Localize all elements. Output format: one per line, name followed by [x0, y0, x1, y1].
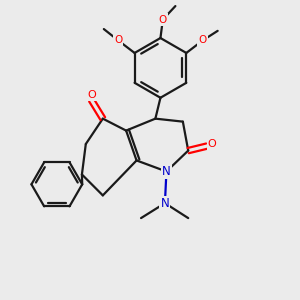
Text: O: O: [87, 90, 96, 100]
Text: O: O: [114, 35, 122, 45]
Text: N: N: [160, 197, 169, 210]
Text: N: N: [162, 165, 171, 178]
Text: O: O: [199, 35, 207, 45]
Text: O: O: [208, 139, 217, 149]
Text: O: O: [159, 14, 167, 25]
